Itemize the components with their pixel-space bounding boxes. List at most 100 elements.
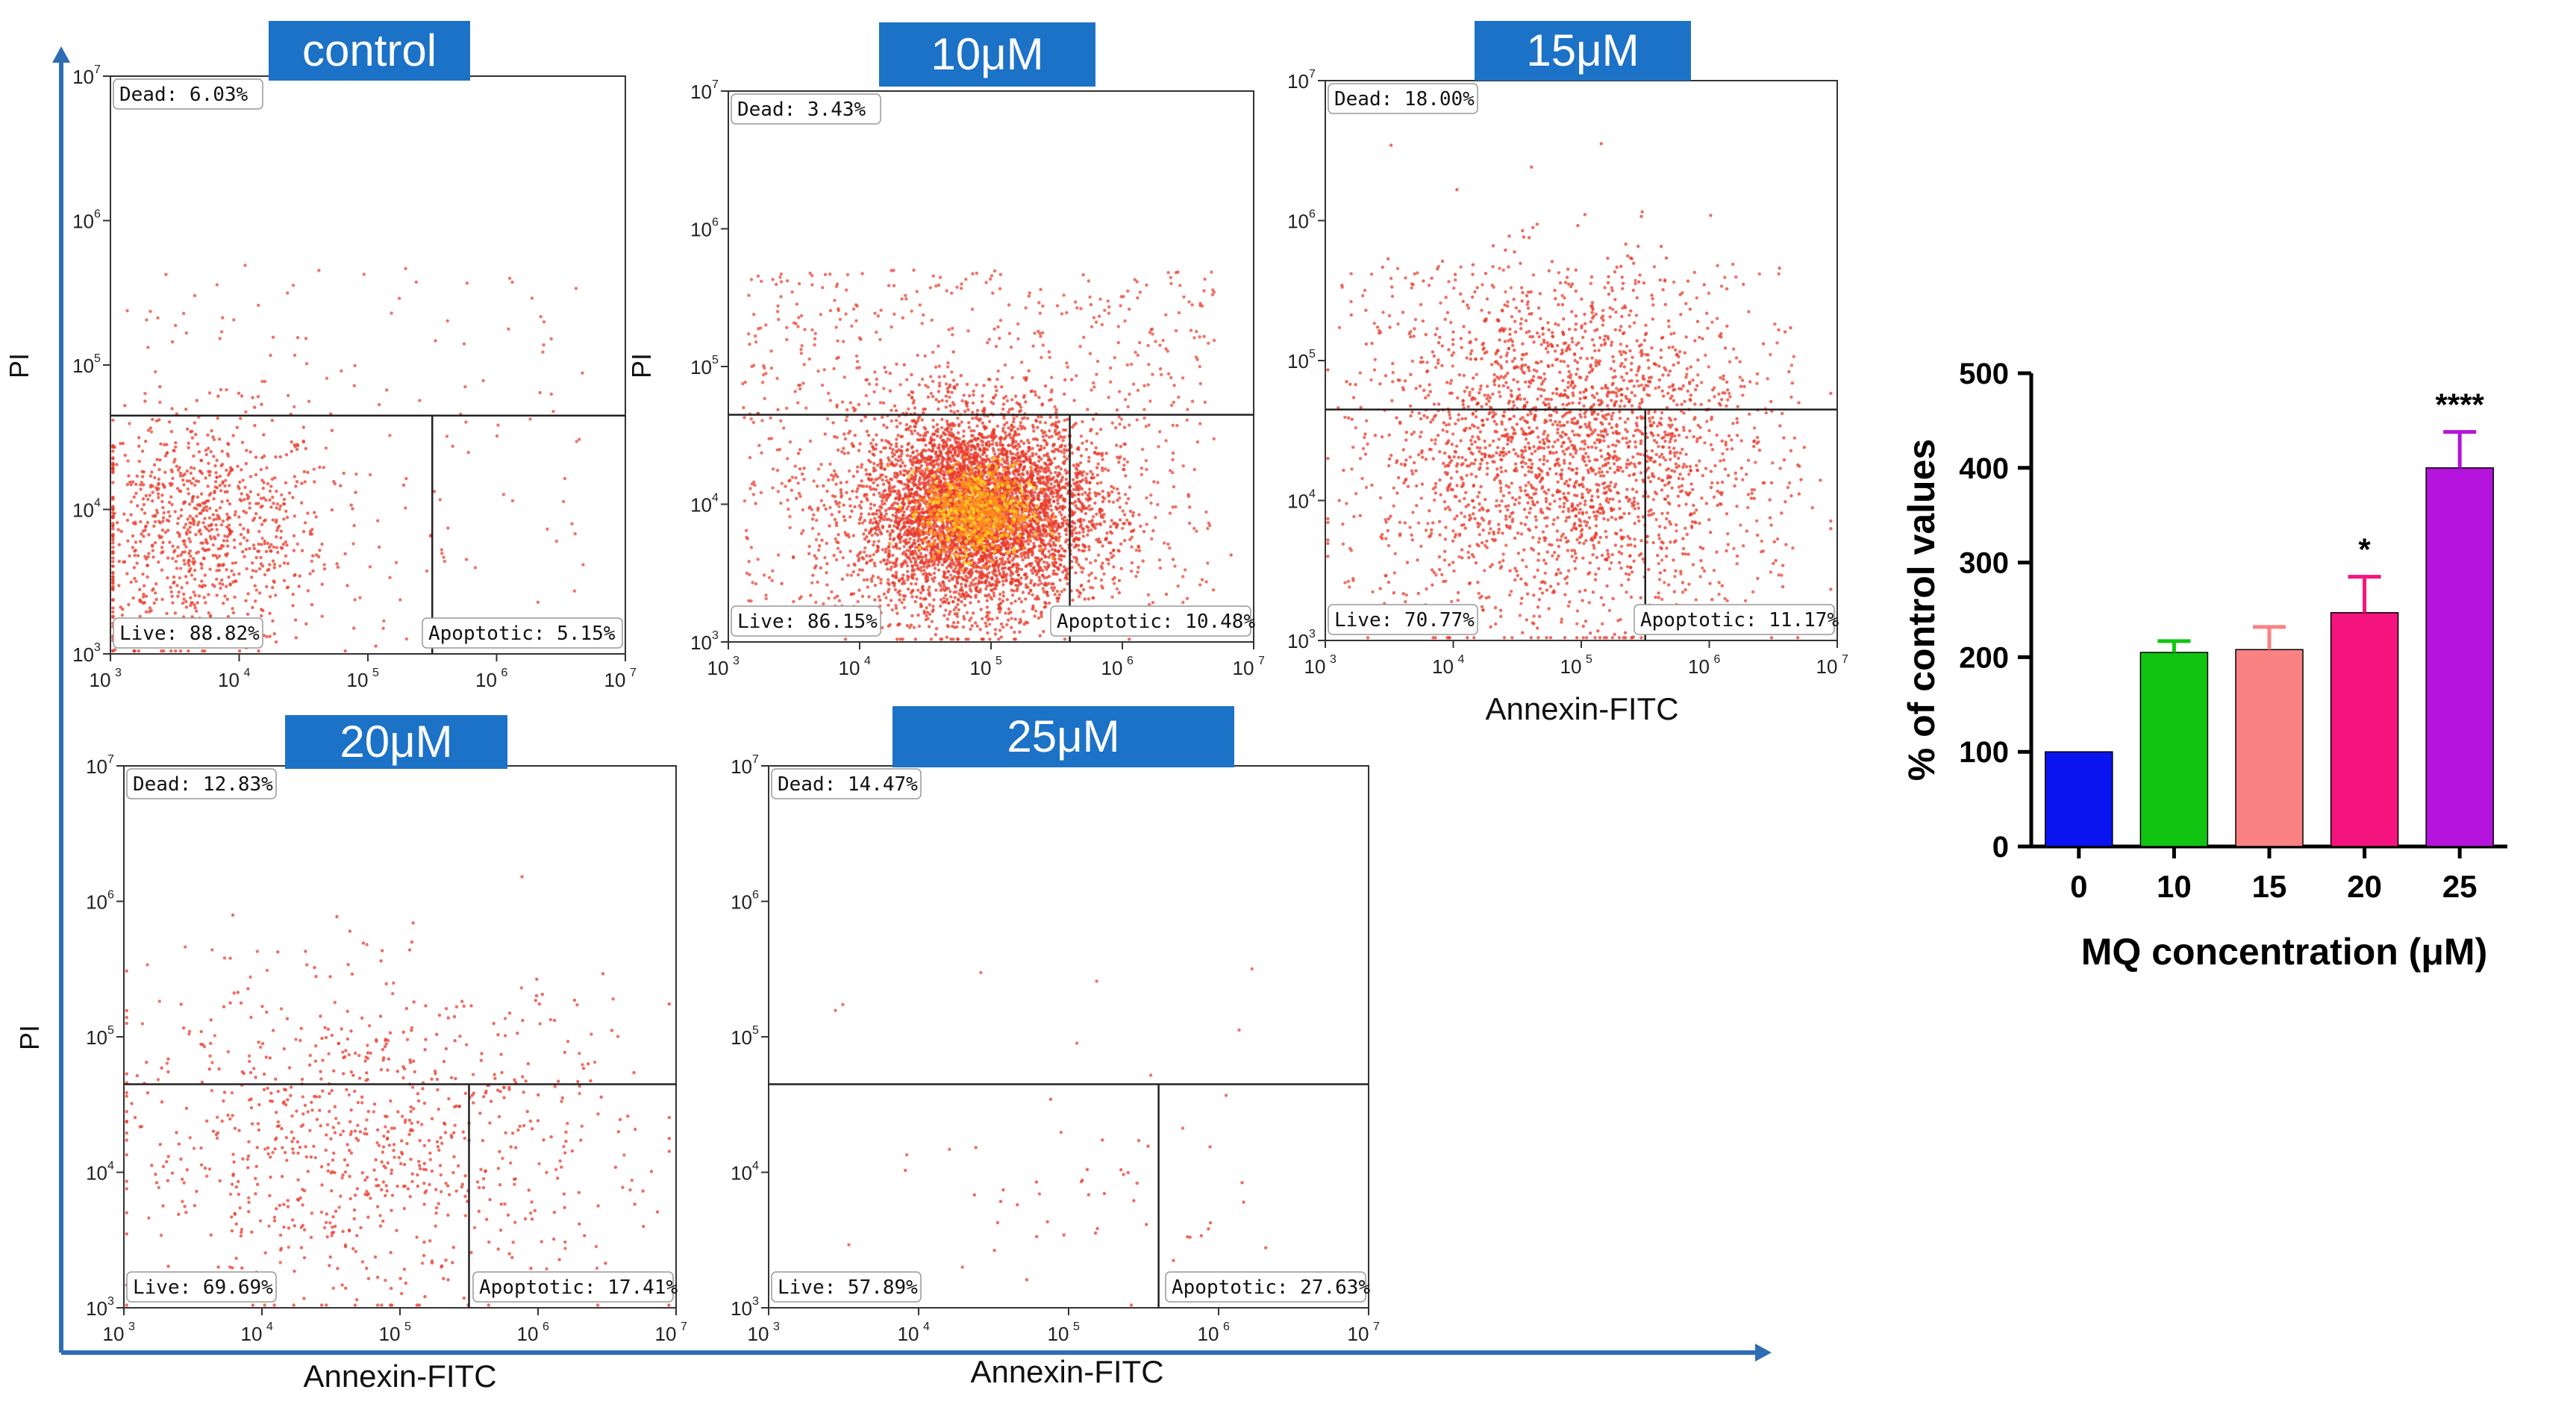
scatter-point [510, 280, 514, 284]
scatter-point [179, 508, 184, 512]
scatter-point [1038, 634, 1042, 637]
scatter-point [1078, 479, 1082, 484]
panel-title-box [269, 21, 470, 81]
scatter-point [239, 533, 243, 537]
scatter-point [246, 612, 250, 616]
scatter-point [1054, 470, 1057, 475]
scatter-point [196, 550, 201, 554]
scatter-point [881, 415, 884, 420]
live-label-box [113, 617, 263, 649]
scatter-point [951, 350, 955, 354]
scatter-point [446, 526, 450, 530]
scatter-point [1031, 454, 1035, 458]
scatter-point [196, 495, 200, 499]
scatter-point [160, 597, 164, 602]
scatter-point [1027, 591, 1031, 595]
scatter-point [248, 546, 251, 551]
scatter-point [127, 474, 131, 478]
scatter-point [192, 557, 196, 561]
scatter-point [225, 534, 230, 539]
scatter-point [275, 534, 278, 539]
scatter-point [208, 614, 213, 617]
scatter-point [975, 408, 980, 413]
scatter-point [187, 502, 192, 506]
scatter-point [161, 520, 165, 523]
scatter-point [962, 429, 966, 433]
scatter-point [343, 649, 347, 653]
scatter-point [962, 434, 966, 438]
scatter-point [270, 419, 274, 422]
scatter-point [306, 589, 310, 593]
scatter-point [297, 584, 301, 588]
scatter-point [828, 524, 831, 528]
scatter-point [863, 493, 867, 496]
scatter-point [890, 486, 895, 490]
scatter-point [549, 337, 553, 341]
scatter-point [175, 487, 180, 490]
scatter-point [932, 598, 936, 602]
scatter-point [1051, 495, 1055, 499]
scatter-point [215, 569, 219, 573]
scatter-point [1016, 427, 1020, 431]
scatter-point [210, 523, 213, 526]
scatter-point [226, 614, 231, 619]
scatter-point [1063, 587, 1066, 592]
scatter-point [282, 579, 287, 582]
scatter-point [177, 590, 181, 594]
scatter-point [340, 369, 343, 373]
scatter-point [203, 573, 207, 577]
scatter-point [193, 293, 197, 298]
scatter-point [1044, 434, 1048, 437]
scatter-point [175, 584, 179, 587]
scatter-point [1070, 451, 1075, 455]
scatter-point [975, 624, 979, 628]
scatter-point [286, 291, 290, 295]
scatter-point [133, 576, 137, 581]
scatter-point [931, 605, 935, 608]
scatter-point [137, 436, 141, 440]
scatter-point [1057, 554, 1062, 558]
scatter-point [1057, 420, 1061, 424]
scatter-point [1030, 477, 1034, 481]
scatter-point [1052, 449, 1056, 454]
scatter-point [310, 528, 314, 531]
scatter-point [857, 402, 861, 407]
scatter-point [186, 517, 190, 521]
scatter-point [143, 399, 147, 403]
scatter-point [1057, 593, 1062, 596]
scatter-point [201, 541, 205, 545]
scatter-point [157, 534, 161, 537]
scatter-point [312, 467, 316, 471]
scatter-point [244, 410, 248, 414]
scatter-point [901, 461, 904, 465]
scatter-point [873, 564, 877, 568]
scatter-point [293, 405, 296, 409]
scatter-point [169, 430, 174, 434]
scatter-point [190, 436, 195, 440]
scatter-point [866, 585, 870, 589]
scatter-point [190, 573, 194, 577]
scatter-point [240, 468, 243, 472]
scatter-point [119, 442, 122, 446]
scatter-point [1137, 513, 1141, 517]
scatter-point [136, 554, 140, 558]
scatter-point [1001, 590, 1005, 594]
scatter-point [122, 560, 127, 564]
scatter-point [932, 571, 937, 576]
scatter-point [872, 503, 877, 507]
scatter-point [140, 481, 144, 484]
scatter-point [971, 417, 975, 420]
scatter-point [913, 545, 918, 549]
scatter-point [222, 539, 226, 543]
scatter-point [885, 517, 889, 521]
scatter-point [903, 594, 907, 598]
scatter-point [848, 504, 852, 508]
scatter-point [1062, 519, 1066, 523]
scatter-point [1019, 405, 1023, 409]
scatter-point [225, 525, 229, 529]
scatter-point [170, 407, 174, 411]
scatter-point [901, 517, 904, 520]
scatter-point [132, 649, 137, 653]
scatter-point [196, 479, 201, 484]
scatter-point [1005, 623, 1009, 627]
